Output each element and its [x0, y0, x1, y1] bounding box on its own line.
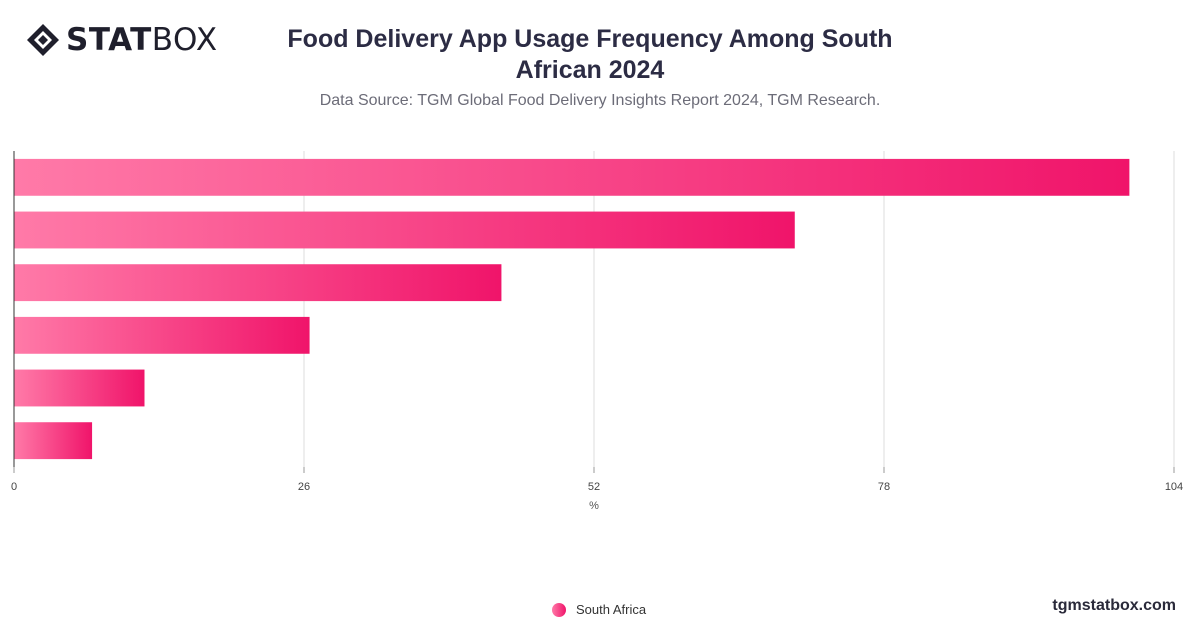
- site-url[interactable]: tgmstatbox.com: [1052, 597, 1176, 614]
- legend[interactable]: South Africa: [552, 602, 646, 617]
- x-tick-label: 52: [588, 481, 600, 493]
- bar-south-africa-5[interactable]: [14, 369, 145, 407]
- bar-chart: 0 26 52 78 104 %: [11, 151, 1183, 512]
- x-tick-label: 0: [11, 481, 17, 493]
- bar-south-africa-6[interactable]: [14, 422, 93, 460]
- bar-south-africa-2[interactable]: [14, 211, 795, 249]
- x-axis-label: %: [589, 500, 599, 512]
- bar-south-africa-1[interactable]: [14, 158, 1130, 196]
- statbox-logo: STATBOX: [26, 22, 218, 58]
- logo-text: STATBOX: [66, 21, 218, 58]
- statbox-diamond-icon: [27, 24, 59, 56]
- x-tick-label: 104: [1165, 481, 1183, 493]
- x-tick-label: 26: [298, 481, 310, 493]
- x-tick-label: 78: [878, 481, 890, 493]
- bar-south-africa-3[interactable]: [14, 264, 502, 302]
- chart-title: Food Delivery App Usage Frequency Among …: [287, 25, 893, 84]
- legend-swatch-icon: [552, 602, 566, 617]
- bar-south-africa-4[interactable]: [14, 316, 310, 354]
- legend-label: South Africa: [576, 602, 647, 617]
- chart-subtitle: Data Source: TGM Global Food Delivery In…: [319, 92, 881, 109]
